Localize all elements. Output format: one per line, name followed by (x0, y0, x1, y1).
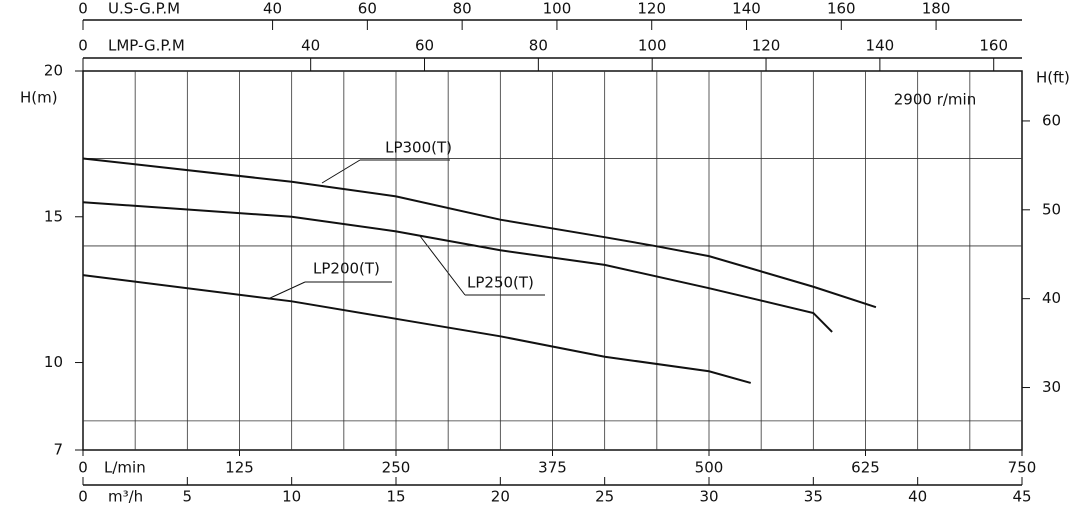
x-tick-label: 180 (922, 0, 951, 18)
x-axis-label: L/min (104, 459, 146, 477)
x-tick-label: 60 (358, 0, 377, 18)
y2-tick-label: 60 (1042, 111, 1061, 129)
x-tick-label: 160 (827, 0, 856, 18)
x-tick-label: 30 (699, 488, 718, 506)
x-tick-label: 40 (263, 0, 282, 18)
x-tick-label: 10 (282, 488, 301, 506)
x-tick-label: 250 (382, 459, 411, 477)
x-tick-label: 750 (1008, 459, 1037, 477)
x-tick-label: 625 (851, 459, 880, 477)
x-tick-label: 0 (78, 488, 88, 506)
x-tick-label: 25 (595, 488, 614, 506)
x-tick-label: 120 (752, 37, 781, 55)
x-tick-label: 100 (638, 37, 667, 55)
x-tick-label: 125 (225, 459, 254, 477)
series-line (82, 157, 877, 309)
y-tick-label: 15 (44, 207, 63, 225)
x-tick-label: 160 (979, 37, 1008, 55)
series-label: LP300(T) (385, 139, 452, 157)
x-tick-label: 500 (695, 459, 724, 477)
series-label: LP200(T) (313, 260, 380, 278)
x-axis-label: LMP-G.P.M (108, 37, 185, 55)
x-axis-label: m³/h (108, 488, 143, 506)
leader-line (267, 281, 306, 300)
series-line (82, 201, 833, 333)
x-tick-label: 120 (637, 0, 666, 18)
series-label: LP250(T) (467, 274, 534, 292)
y2-tick-label: 40 (1042, 289, 1061, 307)
x-tick-label: 80 (453, 0, 472, 18)
y2-tick-label: 50 (1042, 200, 1061, 218)
x-tick-label: 15 (386, 488, 405, 506)
x-axis-label: U.S-G.P.M (108, 0, 180, 18)
x-tick-label: 35 (804, 488, 823, 506)
series-line (82, 274, 752, 384)
x-tick-label: 100 (543, 0, 572, 18)
y-tick-label: 20 (44, 62, 63, 80)
y-axis-label: H(m) (20, 89, 58, 107)
x-tick-label: 140 (732, 0, 761, 18)
x-tick-label: 40 (908, 488, 927, 506)
x-tick-label: 60 (415, 37, 434, 55)
x-tick-label: 0 (78, 0, 88, 18)
y2-tick-label: 30 (1042, 378, 1061, 396)
x-tick-label: 20 (491, 488, 510, 506)
leader-line (321, 159, 361, 184)
x-tick-label: 0 (78, 459, 88, 477)
x-tick-label: 140 (866, 37, 895, 55)
y2-axis-label: H(ft) (1036, 69, 1070, 87)
speed-annotation: 2900 r/min (894, 91, 976, 109)
y-tick-label: 7 (53, 441, 63, 459)
x-tick-label: 375 (538, 459, 567, 477)
x-tick-label: 80 (529, 37, 548, 55)
x-tick-label: 45 (1012, 488, 1031, 506)
x-tick-label: 5 (183, 488, 193, 506)
y-tick-label: 10 (44, 353, 63, 371)
x-tick-label: 0 (78, 37, 88, 55)
x-tick-label: 40 (301, 37, 320, 55)
leader-line (419, 235, 466, 296)
